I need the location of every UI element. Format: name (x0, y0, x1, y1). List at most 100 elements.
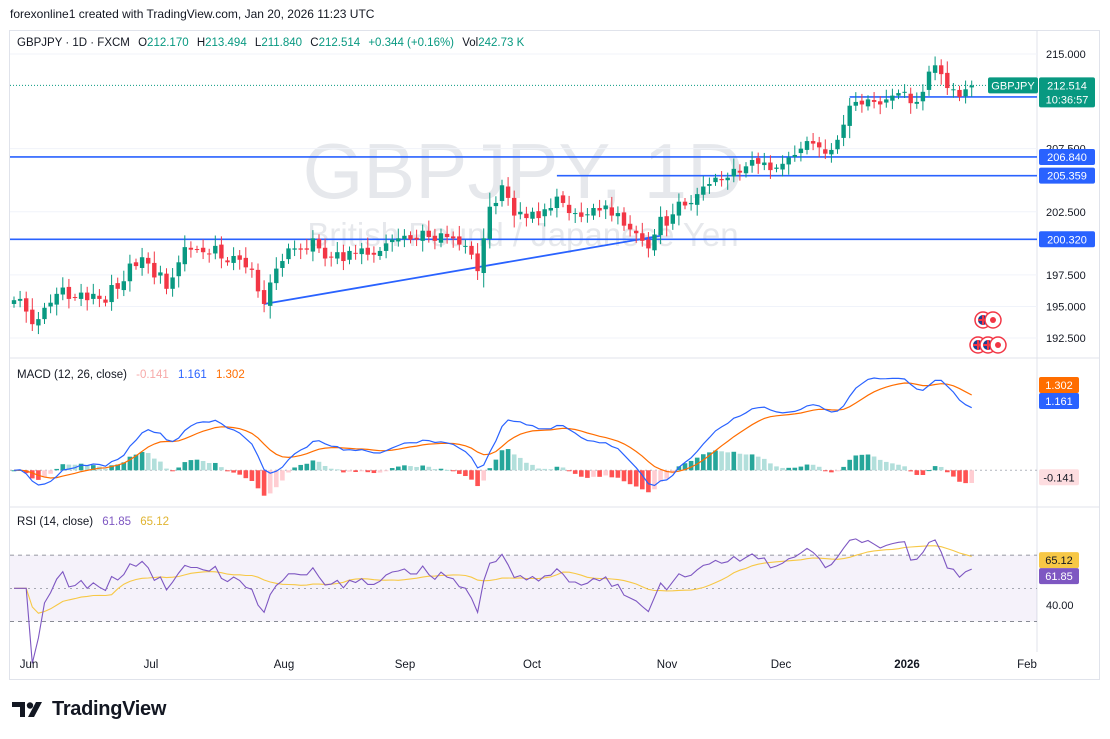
jp-flag-icon (984, 311, 1002, 329)
flag-badges[interactable] (969, 311, 1007, 354)
candle (939, 59, 944, 85)
macd-histogram-bar (383, 470, 389, 472)
candle (780, 155, 785, 177)
candle-body (841, 124, 846, 138)
macd-histogram-bar (633, 470, 639, 487)
candle (908, 87, 913, 114)
macd-histogram-bar (926, 470, 932, 472)
candle (487, 192, 492, 249)
macd-value-badge-label: 1.161 (1045, 396, 1073, 408)
candle-body (640, 233, 645, 241)
macd-histogram-bar (542, 468, 547, 471)
candle-body (804, 141, 810, 150)
candle-body (408, 235, 413, 240)
candle-body (127, 263, 133, 282)
candle (414, 229, 419, 247)
horizontal-levels (10, 84, 1037, 305)
candle (719, 171, 724, 187)
candle (292, 240, 297, 257)
candle (670, 203, 675, 230)
macd-histogram-bar (591, 470, 596, 477)
macd-signal-value: 1.302 (216, 369, 245, 381)
macd-params: MACD (12, 26, close) (17, 369, 127, 381)
candle (713, 173, 718, 186)
legend-high: 213.494 (205, 37, 247, 49)
macd-histogram-bar (298, 464, 303, 471)
candle-body (200, 247, 206, 253)
price-tick-label: 192.500 (1046, 333, 1086, 345)
macd-histogram-bar (353, 470, 358, 472)
candle (200, 239, 206, 260)
macd-histogram-bar (371, 470, 377, 474)
candle (737, 164, 743, 181)
macd-histogram-bar (469, 470, 474, 480)
candle-body (676, 201, 682, 216)
candle (237, 250, 242, 270)
candle (701, 176, 706, 201)
macd-histogram-bar (725, 452, 730, 471)
candle-body (72, 297, 78, 299)
candle (255, 263, 261, 298)
candle-body (786, 157, 791, 165)
candle (865, 95, 871, 111)
candle (457, 225, 462, 251)
candle-body (847, 105, 852, 126)
candle (365, 237, 370, 261)
macd-histogram-bar (804, 464, 810, 471)
macd-histogram-bar (841, 466, 846, 471)
macd-hist-value: -0.141 (136, 369, 169, 381)
macd-histogram-bar (213, 462, 218, 471)
candles (11, 56, 974, 335)
candle-body (268, 282, 273, 306)
candle-body (432, 235, 438, 241)
legend-row: GBPJPY · 1D · FXCM O212.170 H213.494 L21… (17, 37, 525, 49)
macd-histogram-bar (493, 459, 499, 471)
macd-histogram-bar (328, 468, 334, 471)
candle-body (261, 290, 267, 304)
candle (127, 254, 133, 292)
macd-histogram-bar (457, 470, 462, 474)
candle (341, 244, 346, 271)
footer-logo[interactable]: TradingView (12, 698, 166, 721)
macd-histogram-bar (11, 470, 17, 472)
candle-body (335, 252, 340, 259)
candle-body (475, 253, 480, 272)
candle (231, 247, 236, 271)
macd-histogram-bar (499, 450, 505, 471)
candle-body (152, 262, 157, 278)
macd-histogram-bar (292, 467, 297, 471)
candle-body (249, 268, 255, 270)
candle (347, 246, 352, 265)
candle (829, 143, 834, 163)
macd-histogram-bar (688, 460, 694, 471)
candle-body (573, 213, 578, 215)
candle (621, 207, 627, 231)
macd-histogram-bar (249, 470, 255, 481)
macd-histogram-bar (676, 466, 682, 471)
macd-histogram-bar (511, 454, 517, 471)
candle-body (457, 236, 462, 245)
chart-canvas[interactable]: GBPJPY, 1D British Pound / Japanese Yen … (0, 0, 1110, 690)
candle (591, 203, 596, 220)
candle-body (383, 243, 389, 251)
candle-body (170, 277, 175, 289)
candle-body (670, 214, 675, 224)
macd-histogram-bar (597, 470, 602, 477)
candle (859, 93, 865, 113)
candle-body (231, 255, 236, 263)
macd-histogram-bar (896, 464, 901, 471)
macd-histogram-bar (762, 458, 767, 471)
symbol-tag-label: GBPJPY (991, 80, 1035, 92)
candle-body (719, 178, 724, 181)
candle-body (512, 197, 517, 216)
candle-body (371, 252, 377, 255)
candle-body (749, 160, 755, 166)
candle (24, 291, 29, 323)
legend-vol-label: Vol (462, 37, 478, 49)
candle (890, 88, 895, 110)
macd-histogram-bar (231, 470, 236, 473)
macd-value-badge (1039, 377, 1079, 394)
rsi-band-fill (10, 555, 1037, 622)
candle (786, 151, 791, 175)
macd-histogram-bar (640, 470, 645, 490)
